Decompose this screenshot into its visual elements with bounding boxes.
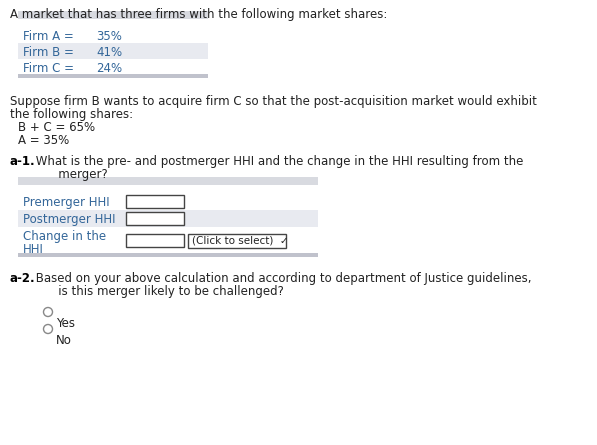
- Text: a-2.: a-2.: [10, 272, 36, 285]
- Text: is this merger likely to be challenged?: is this merger likely to be challenged?: [32, 285, 284, 298]
- Bar: [18, 193, 318, 210]
- Text: Firm C =: Firm C =: [23, 62, 74, 75]
- Text: Change in the: Change in the: [23, 230, 106, 243]
- Bar: [188, 234, 286, 247]
- Text: Firm B =: Firm B =: [23, 46, 74, 59]
- Text: HHI: HHI: [23, 243, 44, 256]
- Text: (Click to select)  ✓: (Click to select) ✓: [192, 235, 288, 246]
- Text: No: No: [56, 334, 72, 347]
- Bar: [18, 11, 208, 19]
- Bar: [18, 253, 318, 257]
- Bar: [18, 43, 208, 59]
- Bar: [18, 59, 208, 75]
- Text: Postmerger HHI: Postmerger HHI: [23, 213, 115, 226]
- Text: the following shares:: the following shares:: [10, 108, 133, 121]
- Text: Based on your above calculation and according to department of Justice guideline: Based on your above calculation and acco…: [32, 272, 531, 285]
- Text: 24%: 24%: [96, 62, 122, 75]
- Text: 35%: 35%: [96, 30, 122, 43]
- Text: Suppose firm B wants to acquire firm C so that the post-acquisition market would: Suppose firm B wants to acquire firm C s…: [10, 95, 537, 108]
- Bar: [18, 74, 208, 78]
- Text: merger?: merger?: [32, 168, 107, 181]
- Circle shape: [44, 307, 53, 316]
- Bar: [126, 212, 184, 225]
- Bar: [18, 210, 318, 227]
- Bar: [18, 227, 318, 254]
- Text: A market that has three firms with the following market shares:: A market that has three firms with the f…: [10, 8, 387, 21]
- Text: B + C = 65%: B + C = 65%: [18, 121, 95, 134]
- Text: a-1.: a-1.: [10, 155, 36, 168]
- Text: 41%: 41%: [96, 46, 122, 59]
- Bar: [126, 195, 184, 208]
- Text: Firm A =: Firm A =: [23, 30, 74, 43]
- Bar: [18, 177, 318, 185]
- Text: A = 35%: A = 35%: [18, 134, 69, 147]
- Bar: [126, 234, 184, 247]
- Circle shape: [44, 324, 53, 333]
- Text: Premerger HHI: Premerger HHI: [23, 196, 110, 209]
- Text: Yes: Yes: [56, 317, 75, 330]
- Bar: [18, 27, 208, 43]
- Text: What is the pre- and postmerger HHI and the change in the HHI resulting from the: What is the pre- and postmerger HHI and …: [32, 155, 524, 168]
